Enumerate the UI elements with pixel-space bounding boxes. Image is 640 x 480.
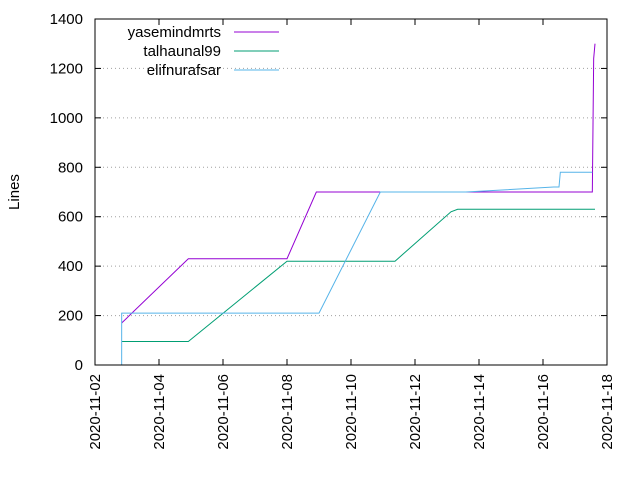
y-tick-label: 0: [75, 357, 83, 374]
x-tick-label: 2020-11-14: [471, 374, 488, 450]
axes: 0 200 400 600 800 1000 1200 1400 2020-11-02 2020-…: [50, 11, 616, 450]
x-tick-label: 2020-11-18: [599, 374, 616, 450]
x-tick-label: 2020-11-08: [279, 374, 296, 450]
x-tick-label: 2020-11-06: [215, 374, 232, 450]
legend-label: yasemindmrts: [128, 24, 221, 41]
y-tick-label: 400: [58, 258, 83, 275]
x-tick-label: 2020-11-12: [407, 374, 424, 450]
legend-label: elifnurafsar: [147, 62, 221, 79]
series-line-yasemindmrts: [121, 43, 596, 324]
x-tick-label: 2020-11-02: [87, 374, 104, 450]
y-tick-label: 1200: [50, 60, 83, 77]
y-axis-label: Lines: [6, 174, 23, 210]
y-tick-label: 1000: [50, 110, 83, 127]
legend: yasemindmrts talhaunal99 elifnurafsar: [128, 24, 279, 79]
grid-lines: [95, 67, 607, 317]
series-line-talhaunal99: [121, 208, 595, 343]
x-tick-label: 2020-11-16: [535, 374, 552, 450]
y-tick-label: 200: [58, 308, 83, 325]
y-tick-label: 1400: [50, 11, 83, 28]
series-layer: [121, 43, 596, 365]
series-line-elifnurafsar: [121, 171, 593, 365]
y-tick-label: 800: [58, 159, 83, 176]
x-tick-label: 2020-11-10: [343, 374, 360, 450]
legend-label: talhaunal99: [143, 43, 221, 60]
y-tick-label: 600: [58, 209, 83, 226]
x-tick-label: 2020-11-04: [151, 374, 168, 450]
